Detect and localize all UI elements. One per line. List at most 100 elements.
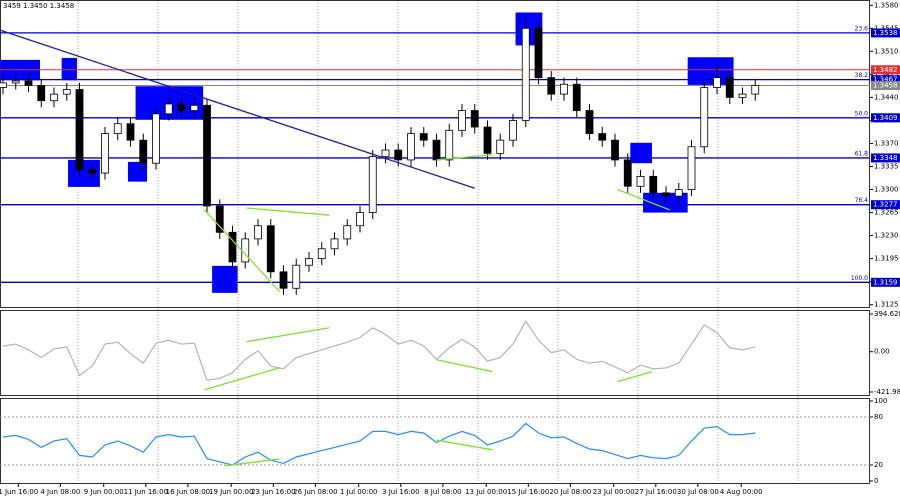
x-tick-label: 3 Jul 16:00	[382, 488, 420, 496]
y-tick-label: 1.3265	[874, 209, 899, 217]
x-tick-label: 9 Jun 00:00	[84, 488, 124, 496]
candle-body	[585, 110, 594, 134]
x-tick-label: 23 Jul 00:00	[593, 488, 635, 496]
level-label-box	[871, 81, 900, 91]
level-label: 1.3538	[873, 29, 898, 37]
candle-body	[241, 238, 250, 263]
trend-line	[204, 367, 280, 391]
candle-body	[572, 83, 581, 111]
fib-label: 100.0	[851, 275, 868, 282]
fib-label: 76.4	[855, 197, 869, 204]
candle-body	[687, 146, 696, 190]
candle-body	[547, 77, 556, 95]
y-tick-label: 1.3545	[874, 24, 899, 32]
trend-line	[246, 207, 330, 216]
fib-label: 61.8	[855, 150, 869, 157]
candle-body	[700, 87, 709, 148]
x-tick-label: 4 Jun 08:00	[40, 488, 80, 496]
trend-line	[436, 359, 493, 373]
candle-body	[636, 175, 645, 187]
candle-body	[560, 83, 568, 95]
level-label: 1.3277	[873, 201, 898, 209]
y-tick-label: 100	[874, 397, 887, 405]
x-tick-label: 20 Jul 08:00	[549, 488, 591, 496]
x-tick-label: 23 Jun 16:00	[251, 488, 295, 496]
candle-body	[521, 27, 530, 121]
candle-body	[674, 189, 683, 197]
candle-body	[113, 123, 122, 134]
panel-frame	[0, 310, 870, 396]
y-tick-label: 1.3230	[874, 232, 899, 240]
candle-body	[330, 238, 339, 250]
candle-body	[738, 93, 747, 98]
trend-line	[224, 458, 280, 467]
y-tick-label: 0	[874, 477, 878, 485]
x-tick-label: 16 Jun 08:00	[166, 488, 210, 496]
y-tick-label: 1.3195	[874, 255, 899, 263]
candle-body	[24, 80, 33, 86]
zone-box	[127, 161, 148, 182]
zone-box	[212, 265, 238, 293]
candle-body	[126, 123, 135, 141]
y-tick-label: 1.3125	[874, 301, 899, 309]
candle-body	[356, 212, 364, 227]
y-tick-label: 1.3440	[874, 93, 899, 101]
candle-body	[445, 129, 454, 161]
candle-body	[534, 27, 543, 79]
x-tick-label: 8 Jul 08:00	[424, 488, 462, 496]
candle-body	[203, 104, 211, 207]
candle-body	[266, 225, 275, 273]
level-label: 1.3409	[873, 114, 898, 122]
x-tick-label: 30 Jul 08:00	[677, 488, 719, 496]
trend-line	[203, 209, 281, 292]
candle-body	[725, 77, 734, 98]
candle-body	[0, 82, 7, 88]
level-label: 1.3467	[873, 76, 898, 84]
level-label: 1.3348	[873, 154, 898, 162]
y-tick-label: -421.987	[874, 388, 900, 396]
candle-body	[88, 169, 97, 174]
candle-body	[598, 133, 607, 141]
trend-line	[436, 154, 493, 161]
candle-body	[215, 205, 224, 233]
y-tick-label: 20	[874, 461, 883, 469]
x-tick-label: 26 Jun 08:00	[293, 488, 337, 496]
level-label-box	[871, 153, 900, 163]
x-tick-label: 27 Jul 16:00	[635, 488, 677, 496]
candle-body	[50, 93, 58, 102]
candle-body	[611, 139, 619, 161]
candle-body	[279, 271, 288, 289]
candle-body	[139, 139, 148, 164]
y-tick-label: 1.3580	[874, 1, 899, 9]
trend-line	[617, 188, 671, 211]
candle-body	[343, 225, 352, 240]
panel-frame	[0, 0, 870, 308]
indicator-line	[2, 320, 756, 382]
x-tick-label: 19 Jun 00:00	[209, 488, 253, 496]
y-tick-label: 1.3370	[874, 139, 899, 147]
candle-body	[62, 89, 71, 95]
candle-body	[368, 156, 377, 213]
level-label: 1.3159	[873, 278, 898, 286]
candle-body	[483, 126, 492, 154]
level-label: 1.3458	[873, 82, 898, 90]
level-label-box	[871, 113, 900, 123]
x-tick-label: 15 Jul 16:00	[507, 488, 549, 496]
y-tick-label: 394.6289	[874, 310, 900, 318]
x-tick-label: 1 Jun 16:00	[0, 488, 38, 496]
candle-body	[470, 110, 479, 128]
zone-box	[643, 192, 688, 213]
level-label-box	[871, 28, 900, 38]
x-tick-label: 4 Aug 00:00	[720, 488, 763, 496]
candle-body	[228, 231, 237, 263]
candle-body	[101, 133, 109, 174]
level-label-box	[871, 277, 900, 287]
candle-body	[381, 149, 390, 158]
level-label-box	[871, 200, 900, 210]
candle-body	[751, 85, 760, 95]
zone-box	[630, 142, 652, 164]
candle-body	[37, 85, 46, 102]
x-tick-label: 13 Jul 00:00	[465, 488, 507, 496]
trend-line	[0, 29, 475, 189]
candle-body	[254, 225, 262, 240]
